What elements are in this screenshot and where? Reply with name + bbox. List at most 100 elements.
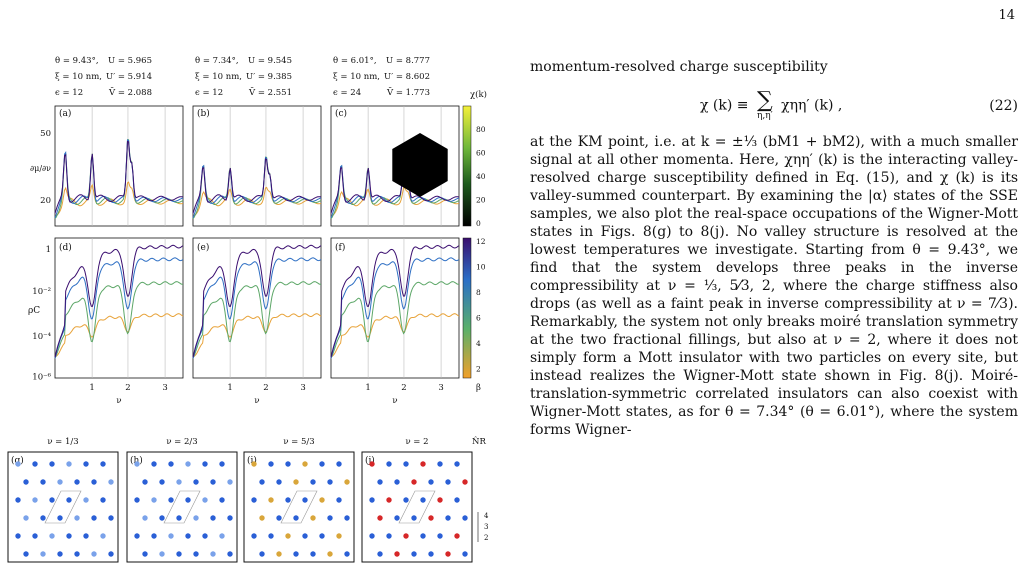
rho-curve xyxy=(54,244,184,358)
lattice-site xyxy=(40,551,46,557)
panel-label: (h) xyxy=(130,455,143,466)
chi-colorbar-tick: 80 xyxy=(476,125,486,134)
param-epsilon: ϵ = 24 xyxy=(333,88,361,98)
lattice-site xyxy=(193,551,199,557)
lattice-site xyxy=(428,551,434,557)
chi-curve xyxy=(330,156,460,218)
chi-curve xyxy=(192,156,322,220)
rho-curve xyxy=(330,313,460,358)
lattice-site xyxy=(302,497,308,503)
x-tick-label: 3 xyxy=(300,383,305,393)
lattice-site xyxy=(168,497,174,503)
param-U: U = 5.965 xyxy=(108,56,152,66)
lattice-site xyxy=(251,461,257,467)
lattice-site xyxy=(227,515,233,521)
lattice-site xyxy=(336,533,342,539)
lattice-site xyxy=(394,479,400,485)
lattice-site xyxy=(276,551,282,557)
lattice-site xyxy=(100,461,106,467)
x-tick-label: 2 xyxy=(263,383,268,393)
top-panel-frame xyxy=(330,105,460,227)
param-theta: θ = 9.43°, xyxy=(55,56,99,66)
nu-label: ν = 2 xyxy=(405,437,428,447)
rho-curve xyxy=(330,244,460,358)
lattice-site xyxy=(210,479,216,485)
lattice-panel xyxy=(126,451,238,563)
lattice-site xyxy=(369,461,375,467)
lattice-panel xyxy=(7,451,119,563)
beta-colorbar-tick: 12 xyxy=(476,237,486,246)
lattice-site xyxy=(377,479,383,485)
x-axis-label: ν xyxy=(116,396,121,406)
chi-colorbar xyxy=(462,105,472,227)
lattice-panel xyxy=(361,451,473,563)
param-epsilon: ϵ = 12 xyxy=(55,88,83,98)
lattice-site xyxy=(403,461,409,467)
chi-curve xyxy=(192,186,322,217)
lattice-site xyxy=(394,551,400,557)
lattice-site xyxy=(251,497,257,503)
lattice-site xyxy=(202,533,208,539)
beta-colorbar-tick: 10 xyxy=(476,263,486,272)
y-tick-label: 20 xyxy=(40,196,51,206)
occ-tick: 3 xyxy=(484,523,488,531)
lattice-site xyxy=(91,515,97,521)
chi-colorbar-tick: 20 xyxy=(476,196,486,205)
x-tick-label: 1 xyxy=(227,383,232,393)
lattice-site xyxy=(445,515,451,521)
lattice-site xyxy=(74,551,80,557)
chi-curve xyxy=(192,156,322,218)
paragraph: at the KM point, i.e. at k = ±⅓ (bM1 + b… xyxy=(530,134,1018,438)
equation-22: χ (k) ≡ ∑ η,η′ χηη′ (k) , (22) xyxy=(530,90,1018,121)
lattice-site xyxy=(91,479,97,485)
lattice-site xyxy=(437,533,443,539)
lattice-site xyxy=(185,533,191,539)
lattice-site xyxy=(66,497,72,503)
top-y-label: ∂μ/∂ν xyxy=(30,164,51,173)
chi-colorbar-tick: 0 xyxy=(476,219,481,228)
lattice-site xyxy=(202,497,208,503)
lattice-site xyxy=(100,497,106,503)
lattice-site xyxy=(386,533,392,539)
lattice-site xyxy=(49,461,55,467)
mid-y-label: ρC xyxy=(28,306,40,316)
lattice-site xyxy=(411,515,417,521)
lattice-site xyxy=(219,533,225,539)
lattice-site xyxy=(176,551,182,557)
lattice-site xyxy=(15,533,21,539)
lattice-site xyxy=(32,461,38,467)
panel-label: (c) xyxy=(335,108,347,119)
lattice-site xyxy=(462,551,468,557)
lattice-site xyxy=(420,497,426,503)
param-xi: ξ = 10 nm, xyxy=(55,72,102,82)
lattice-site xyxy=(159,551,165,557)
lattice-site xyxy=(276,515,282,521)
lattice-site xyxy=(454,533,460,539)
lattice-site xyxy=(319,533,325,539)
lattice-site xyxy=(386,461,392,467)
lattice-site xyxy=(193,515,199,521)
unit-cell xyxy=(280,490,318,524)
lattice-site xyxy=(57,551,63,557)
lattice-site xyxy=(259,551,265,557)
unit-cell xyxy=(398,490,436,524)
lattice-site xyxy=(66,533,72,539)
x-tick-label: 1 xyxy=(89,383,94,393)
y-tick-label: 10⁻² xyxy=(32,287,51,297)
lattice-site xyxy=(219,461,225,467)
text-column: momentum-resolved charge susceptibility … xyxy=(530,58,1018,439)
lattice-site xyxy=(74,515,80,521)
lattice-site xyxy=(66,461,72,467)
y-tick-label: 50 xyxy=(40,129,51,139)
panel-label: (i) xyxy=(247,455,257,466)
nu-label: ν = 2/3 xyxy=(166,437,197,447)
lattice-site xyxy=(327,551,333,557)
param-Uprime: U′ = 8.602 xyxy=(384,72,430,82)
param-theta: θ = 7.34°, xyxy=(195,56,239,66)
chi-curve xyxy=(54,181,184,217)
lattice-site xyxy=(108,515,114,521)
lattice-site xyxy=(134,533,140,539)
lattice-site xyxy=(57,515,63,521)
lattice-site xyxy=(100,533,106,539)
nu-label: ν = 1/3 xyxy=(47,437,78,447)
